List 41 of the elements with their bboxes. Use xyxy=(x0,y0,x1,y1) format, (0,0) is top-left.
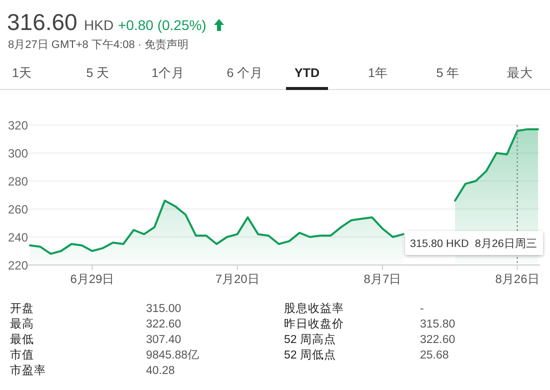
y-tick-label: 320 xyxy=(8,118,28,132)
text: - xyxy=(420,303,424,315)
text: 1个月 xyxy=(152,66,184,80)
x-tick-label: 8月7日 xyxy=(364,272,402,286)
x-tick-label: 7月20日 xyxy=(215,272,260,286)
text: 最高 xyxy=(10,316,34,330)
text: 9845.88亿 xyxy=(146,348,200,362)
text: 322.60 xyxy=(420,334,456,346)
annotation: 315.80 HKD 8月26日周三 xyxy=(410,238,537,250)
y-tick-label: 280 xyxy=(8,174,28,188)
text: 昨日收盘价 xyxy=(284,318,344,330)
x-tick-label: 8月26日 xyxy=(495,272,540,286)
text: 市盈率 xyxy=(10,363,46,377)
y-tick-label: 220 xyxy=(8,258,28,272)
text: 52 周高点 xyxy=(284,332,336,346)
text: 25.68 xyxy=(420,350,449,362)
chart-subtitle: 8月27日 GMT+8 下午4:08 · 免责声明 xyxy=(8,38,189,51)
text: 1年 xyxy=(368,66,388,80)
text: HKD xyxy=(84,17,114,33)
text: +0.80 (0.25%) xyxy=(118,17,206,33)
text: 市值 xyxy=(10,348,34,362)
text: 最大 xyxy=(507,66,533,80)
text: 315.00 xyxy=(146,303,182,315)
text: 6 个月 xyxy=(226,66,264,80)
text: 开盘 xyxy=(10,302,34,315)
y-tick-label: 300 xyxy=(8,146,28,160)
text: 40.28 xyxy=(146,365,175,377)
text: 股息收益率 xyxy=(284,301,344,315)
text: 307.40 xyxy=(146,334,182,346)
chart-title: 316.60 xyxy=(7,9,78,35)
text: 5 年 xyxy=(436,66,460,80)
y-tick-label: 240 xyxy=(8,230,28,244)
text: 315.80 xyxy=(420,318,456,330)
text: 5 天 xyxy=(86,66,110,80)
x-tick-label: 6月29日 xyxy=(70,272,114,286)
text: 1天 xyxy=(12,66,32,80)
text: 52 周低点 xyxy=(284,348,336,362)
y-tick-label: 260 xyxy=(8,202,28,216)
text: 最低 xyxy=(10,333,34,346)
text: 322.60 xyxy=(146,318,182,330)
text: YTD xyxy=(294,66,320,80)
